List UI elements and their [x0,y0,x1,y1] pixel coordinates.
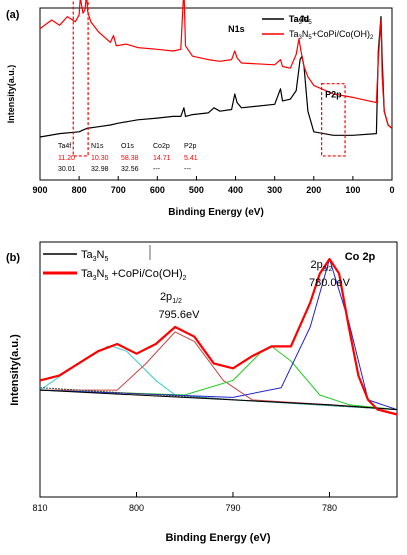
panel-b-series-lines [39,257,398,416]
panel-a: (a) 900 800 700 600 500 400 300 200 100 0 Co2p O1s… [6,0,395,218]
fit-curve-satellite-green [39,345,398,411]
panel-b-x-tick-label: 790 [225,503,240,513]
table-cell: 32.56 [121,166,139,173]
panel-b-x-tick-label: 800 [129,503,144,513]
panel-a-x-tick-label: 100 [345,185,360,195]
panel-b-x-tick-label: 810 [32,503,47,513]
panel-b-legend: Ta3N5 Ta3N5 +CoPi/Co(OH)2 [43,245,187,282]
panel-a-x-tick-label: 600 [150,185,165,195]
table-cell: 10.30 [91,155,109,162]
table-cell: 32.98 [91,166,109,173]
panel-b-peak-annotations: 2p1/2 795.6eV 2p3/2 780.0eV [158,259,350,321]
panel-b-x-tick-label: 780 [322,503,337,513]
peak-label: P2p [325,89,342,99]
peak-annotation-label: 2p1/2 [160,291,182,305]
panel-a-x-tick-label: 900 [32,185,47,195]
table-header-cell: P2p [184,143,197,150]
panel-a-x-tick-label: 400 [228,185,243,195]
table-cell: 11.20 [58,155,75,162]
table-header-cell: O1s [121,143,134,150]
table-header-cell: N1s [91,143,104,150]
panel-a-x-tick-label: 0 [389,185,394,195]
legend-a-label-black: Ta3N5 [289,14,312,26]
table-cell: 58.38 [121,155,139,162]
panel-a-x-tick-label: 300 [267,185,282,195]
table-cell: 30.01 [58,166,76,173]
panel-a-x-tick-label: 800 [72,185,87,195]
series-line-ta3n5-copi [39,257,398,416]
peak-annotation-value: 780.0eV [309,277,351,289]
peak-label: N1s [228,24,245,34]
series-line-ta3n5-copi [39,0,393,129]
panel-a-legend: Ta3N5 Ta3N5+CoPi/Co(OH)2 [262,14,374,41]
panel-b: (b) Co 2p 810 800 790 780 2p1/2 795.6eV 2p3/2… [6,241,398,544]
table-cell: --- [184,166,192,173]
fit-curve-2p1/2-pink [40,331,398,411]
peak-annotation-label: 2p3/2 [310,259,332,273]
panel-b-x-ticks: 810 800 790 780 [32,492,337,513]
panel-a-label: (a) [6,9,20,21]
table-header-cell: Ta4f [58,143,71,150]
composition-table: Ta4f N1s O1s Co2p P2p 11.20 10.30 58.38 14.71 5.4… [58,143,198,173]
table-cell: 5.41 [184,155,198,162]
fit-curve-background [39,387,398,411]
panel-b-x-axis-label: Binding Energy (eV) [165,532,270,544]
panel-a-series-lines [39,0,393,138]
series-line-ta3n5 [39,389,398,411]
panel-b-title: Co 2p [345,251,376,263]
panel-b-label: (b) [6,252,20,264]
legend-a-label-red: Ta3N5+CoPi/Co(OH)2 [289,29,374,41]
panel-a-peak-labels: Co2pO1sN1sTa4dTa4fP2p [228,14,342,100]
fit-curve-satellite-cyan [39,345,398,411]
fit-curve-2p3/2-blue [39,258,398,411]
panel-a-dashed-boxes [72,0,346,157]
table-header-cell: Co2p [153,143,170,150]
dashed-highlight-box [321,83,346,157]
panel-b-y-axis-label: Intensity(a.u.) [9,334,21,406]
peak-annotation-value: 795.6eV [158,309,200,321]
legend-b-label-black: Ta3N5 [81,249,108,263]
panel-a-frame [39,7,393,181]
panel-a-x-axis-label: Binding Energy (eV) [168,207,264,218]
panel-a-x-tick-label: 700 [111,185,126,195]
dashed-highlight-box [72,0,89,157]
panel-a-y-axis-label: Intensity(a.u.) [6,65,16,124]
table-cell: --- [153,166,161,173]
panel-a-x-tick-label: 500 [189,185,204,195]
panel-a-x-tick-label: 200 [306,185,321,195]
legend-b-label-red: Ta3N5 +CoPi/Co(OH)2 [81,268,187,282]
table-cell: 14.71 [153,155,171,162]
peak-label: Ta4d [289,14,309,24]
panel-a-x-ticks: 900 800 700 600 500 400 300 200 100 0 [32,176,395,195]
panel-b-frame [39,241,398,498]
series-line-ta3n5 [39,16,393,138]
